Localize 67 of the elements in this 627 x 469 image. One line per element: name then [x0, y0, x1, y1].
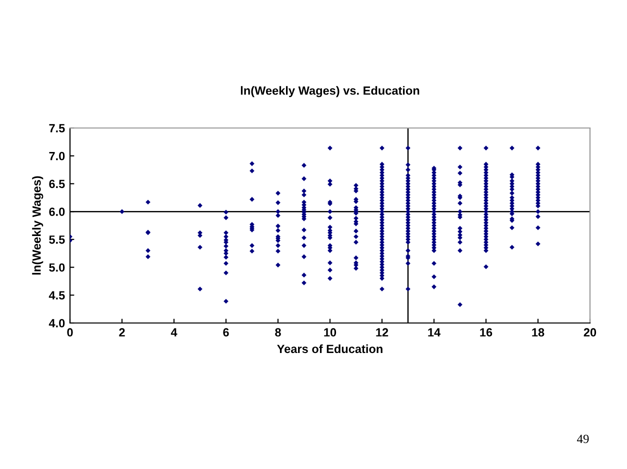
point	[484, 264, 488, 270]
x-tick-label: 2	[119, 328, 125, 336]
point	[276, 248, 280, 254]
x-tick-label: 6	[223, 328, 229, 337]
point	[198, 244, 202, 250]
point	[250, 161, 254, 166]
x-tick-label: 16	[480, 328, 492, 337]
point	[458, 302, 462, 308]
point	[536, 225, 540, 230]
point	[224, 244, 228, 249]
y-tick-label: 4.5	[48, 291, 65, 300]
point	[406, 167, 410, 172]
point	[458, 170, 462, 176]
y-tick-label: 7.5	[49, 124, 65, 132]
point	[224, 210, 228, 215]
point	[276, 190, 280, 196]
x-tick-label: 0	[67, 328, 73, 337]
point	[224, 230, 228, 236]
point	[250, 196, 254, 202]
point	[354, 234, 358, 240]
x-tick-label: 4	[170, 328, 178, 336]
point	[328, 215, 332, 220]
chart-title: ln(Weekly Wages) vs. Education	[240, 86, 420, 98]
point	[250, 248, 254, 254]
x-tick-label: 12	[376, 328, 388, 336]
point	[302, 254, 306, 260]
y-tick-label: 6.0	[49, 208, 65, 216]
point	[432, 274, 436, 280]
point	[432, 284, 436, 290]
point	[354, 240, 358, 245]
y-tick-label: 5.0	[49, 263, 65, 272]
y-tick-label: 6.5	[49, 180, 65, 188]
point	[432, 260, 436, 266]
x-axis-title: Years of Education	[277, 344, 382, 354]
point	[354, 255, 358, 260]
point	[510, 244, 514, 250]
point	[302, 235, 306, 240]
x-tick-label: 10	[324, 328, 336, 337]
point	[224, 270, 228, 276]
point	[510, 225, 514, 230]
point	[302, 176, 306, 182]
point	[250, 168, 254, 174]
x-tick-label: 14	[428, 328, 441, 336]
point	[224, 298, 228, 304]
point	[536, 241, 540, 246]
point	[224, 260, 228, 266]
point	[224, 254, 228, 260]
point	[406, 162, 410, 168]
point	[146, 254, 150, 260]
point	[224, 215, 228, 220]
x-tick-label: 18	[532, 328, 544, 337]
y-axis-title: ln(Weekly Wages)	[32, 176, 44, 275]
point	[146, 200, 150, 205]
point	[302, 162, 306, 168]
point	[406, 260, 410, 266]
x-tick-label: 20	[584, 328, 596, 337]
point	[510, 190, 514, 196]
point	[328, 260, 332, 266]
point	[458, 240, 462, 245]
y-tick-label: 7.0	[49, 152, 65, 160]
point	[276, 200, 280, 206]
point	[302, 280, 306, 286]
point	[458, 200, 462, 206]
y-tick-label: 5.5	[49, 236, 65, 244]
y-tick-label: 4.0	[48, 319, 65, 328]
x-tick-label: 8	[275, 328, 281, 337]
text: 49	[576, 434, 589, 444]
